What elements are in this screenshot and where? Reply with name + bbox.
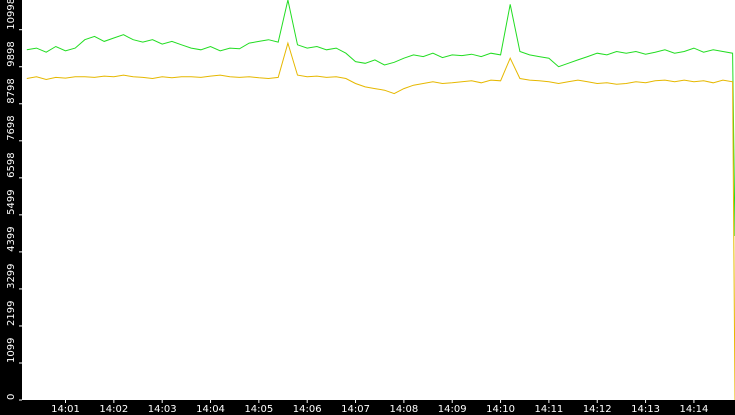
y-tick-label: 2199 xyxy=(6,301,17,326)
x-tick-label: 14:01 xyxy=(51,404,80,415)
series-line xyxy=(26,41,735,401)
series-line xyxy=(26,0,735,237)
x-tick-label: 14:10 xyxy=(486,404,515,415)
y-tick-label: 8798 xyxy=(6,78,17,103)
x-tick-label: 14:07 xyxy=(341,404,370,415)
y-tick-label: 1099 xyxy=(6,338,17,363)
x-tick-label: 14:14 xyxy=(679,404,708,415)
x-tick-label: 14:05 xyxy=(244,404,273,415)
x-tick-label: 14:06 xyxy=(293,404,322,415)
y-tick-label: 7698 xyxy=(6,115,17,140)
y-tick-label: 9898 xyxy=(6,41,17,66)
y-tick-label: 6598 xyxy=(6,152,17,177)
y-tick-label: 4399 xyxy=(6,226,17,251)
x-tick-label: 14:09 xyxy=(438,404,467,415)
plot-area xyxy=(22,0,735,400)
x-tick-label: 14:11 xyxy=(534,404,563,415)
x-tick-label: 14:04 xyxy=(196,404,225,415)
y-tick-label: 0 xyxy=(6,394,17,400)
x-tick-label: 14:08 xyxy=(389,404,418,415)
y-tick-label: 3299 xyxy=(6,263,17,288)
x-tick-label: 14:02 xyxy=(99,404,128,415)
y-tick-label: 5499 xyxy=(6,189,17,214)
x-tick-label: 14:12 xyxy=(583,404,612,415)
y-tick-label: 10998 xyxy=(6,0,17,30)
x-tick-label: 14:03 xyxy=(148,404,177,415)
x-tick-label: 14:13 xyxy=(631,404,660,415)
